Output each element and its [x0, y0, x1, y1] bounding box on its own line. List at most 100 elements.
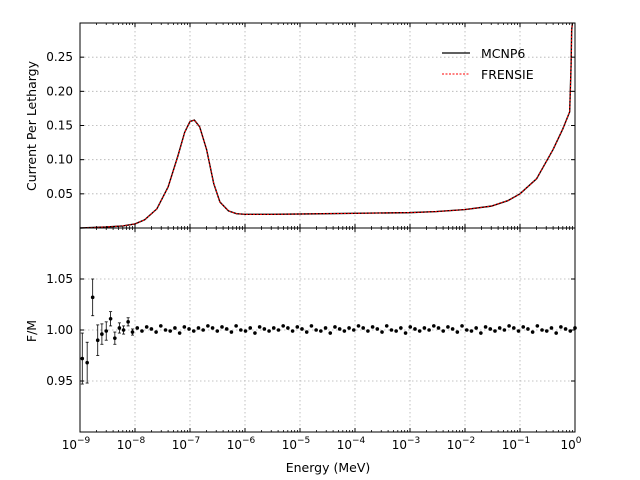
data-point: [450, 327, 455, 331]
data-point: [191, 329, 196, 333]
data-point: [126, 320, 130, 324]
x-tick-label: 10−6: [227, 436, 256, 452]
data-point: [370, 325, 375, 329]
data-point: [460, 324, 464, 328]
y-tick-label: 0.10: [46, 153, 73, 167]
data-point: [441, 329, 446, 333]
data-point: [375, 327, 380, 331]
data-point: [196, 326, 201, 330]
data-point: [559, 325, 563, 329]
data-point: [417, 329, 422, 333]
data-point: [427, 328, 431, 332]
data-point: [144, 325, 149, 329]
data-point: [206, 324, 210, 328]
data-point: [135, 326, 140, 330]
data-point: [483, 325, 488, 329]
data-point: [526, 327, 530, 331]
x-axis-label: Energy (MeV): [286, 460, 371, 475]
data-point: [530, 330, 535, 334]
y-tick-label: 1.05: [46, 272, 73, 286]
top-y-axis-label: Current Per Lethargy: [24, 60, 39, 191]
data-point: [290, 329, 295, 333]
data-point: [149, 327, 154, 331]
data-point: [104, 329, 109, 333]
data-point: [361, 326, 365, 330]
data-point: [295, 325, 300, 329]
data-point: [267, 329, 271, 333]
x-tick-label: 10−9: [62, 436, 91, 452]
data-point: [309, 324, 314, 328]
data-point: [328, 331, 333, 335]
data-point: [243, 329, 248, 333]
data-point: [535, 324, 540, 328]
y-tick-label: 0.05: [46, 187, 73, 201]
x-tick-label: 10−5: [282, 436, 311, 452]
data-point: [389, 328, 394, 332]
data-point: [347, 326, 351, 330]
legend: MCNP6 FRENSIE: [442, 46, 534, 82]
data-point: [446, 325, 450, 329]
data-point: [563, 327, 568, 331]
data-point: [479, 331, 483, 335]
data-point: [493, 329, 497, 333]
data-point: [408, 325, 413, 329]
data-point: [257, 325, 262, 329]
data-point: [262, 327, 267, 331]
data-point: [507, 324, 511, 328]
data-point: [512, 326, 516, 330]
data-point: [121, 328, 126, 332]
data-point: [159, 324, 163, 328]
y-tick-label: 0.15: [46, 119, 73, 133]
y-tick-label: 0.20: [46, 84, 73, 98]
data-point: [469, 329, 474, 333]
data-point: [239, 328, 243, 332]
series-line-frensie: [79, 22, 573, 229]
data-point: [182, 325, 187, 329]
data-point: [319, 329, 323, 333]
data-point: [497, 326, 502, 330]
data-point: [516, 329, 521, 333]
data-point: [549, 326, 554, 330]
data-point: [187, 327, 191, 331]
data-point: [130, 330, 135, 334]
data-point: [281, 324, 285, 328]
data-point: [356, 324, 361, 328]
data-point: [210, 326, 215, 330]
data-point: [201, 328, 205, 332]
data-point: [544, 329, 549, 333]
data-point: [224, 327, 229, 331]
data-point: [351, 328, 356, 332]
legend-label-frensie: FRENSIE: [481, 67, 534, 82]
bottom-panel: 0.95 1.00 1.05 10−9 10−8 10−7 10−6 10−5 10−4 10−3…: [46, 227, 582, 452]
data-point: [215, 329, 220, 333]
data-point: [248, 326, 253, 330]
data-point: [337, 327, 342, 331]
data-point: [384, 324, 389, 328]
data-point: [474, 326, 478, 330]
data-point: [436, 326, 441, 330]
y-tick-label: 0.95: [46, 374, 73, 388]
data-point: [220, 325, 224, 329]
data-point: [90, 295, 95, 300]
y-tick-label: 0.25: [46, 50, 73, 64]
legend-label-mcnp6: MCNP6: [481, 46, 525, 61]
data-point: [399, 326, 403, 330]
x-tick-label: 10−1: [502, 436, 531, 452]
data-point: [422, 326, 427, 330]
data-point: [108, 316, 113, 321]
data-point: [502, 328, 507, 332]
x-tick-label: 10−2: [447, 436, 476, 452]
data-point: [464, 328, 469, 332]
data-point: [333, 325, 337, 329]
data-point: [168, 329, 173, 333]
data-point: [95, 338, 100, 343]
data-point: [234, 324, 238, 328]
data-point: [455, 330, 460, 334]
data-point: [113, 336, 117, 340]
data-point: [177, 331, 182, 335]
bottom-y-axis-label: F/M: [24, 320, 39, 342]
data-point: [323, 326, 328, 330]
data-point: [173, 326, 177, 330]
x-tick-label: 10−4: [337, 436, 366, 452]
